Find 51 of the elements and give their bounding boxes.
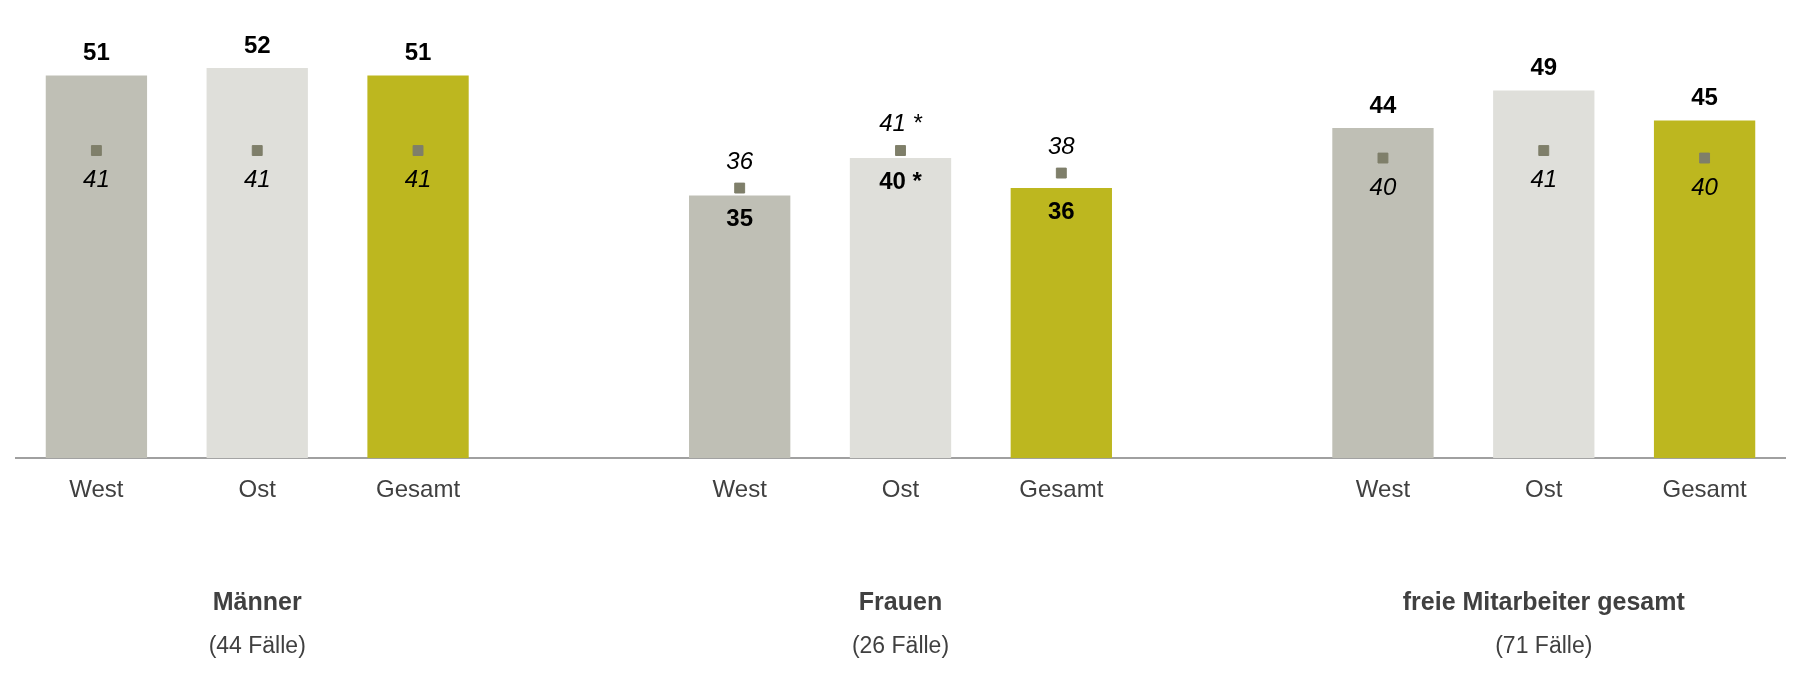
- x-tick-label: Ost: [881, 475, 920, 503]
- data-label: 40: [1369, 172, 1397, 200]
- x-tick-label: Ost: [1525, 475, 1563, 503]
- x-tick-label: Gesamt: [376, 475, 461, 503]
- bar: [849, 158, 952, 459]
- data-label: 36: [1047, 196, 1075, 224]
- data-label: 51: [404, 38, 432, 66]
- x-tick-label: Ost: [238, 475, 277, 503]
- data-label: 40 *: [879, 166, 923, 194]
- point: [1377, 152, 1389, 164]
- point: [90, 145, 102, 156]
- text: (26 Fälle): [851, 631, 950, 658]
- text: (44 Fälle): [208, 631, 306, 658]
- bar: [689, 195, 791, 459]
- text: (71 Fälle): [1495, 631, 1593, 658]
- data-label: 41: [83, 165, 110, 193]
- point: [251, 145, 263, 156]
- text: freie Mitarbeiter gesamt: [1402, 587, 1686, 616]
- data-label: 41 *: [879, 109, 923, 137]
- point: [895, 145, 906, 156]
- data-label: 38: [1047, 131, 1076, 159]
- point: [1538, 145, 1550, 156]
- data-label: 35: [726, 204, 754, 232]
- bar: [367, 75, 469, 459]
- data-label: 45: [1691, 83, 1718, 111]
- bar: [1493, 90, 1595, 459]
- data-label: 41: [243, 165, 271, 193]
- x-tick-label: Gesamt: [1019, 475, 1104, 503]
- bar: [45, 75, 148, 459]
- data-label: 40: [1691, 172, 1719, 200]
- bar: [1010, 188, 1112, 459]
- text: Frauen: [858, 587, 943, 616]
- text: Männer: [212, 587, 302, 616]
- x-tick-label: West: [712, 475, 768, 503]
- bar: [206, 68, 308, 459]
- x-tick-label: Gesamt: [1662, 475, 1747, 503]
- x-tick-label: West: [1355, 475, 1411, 503]
- data-label: 52: [243, 30, 271, 58]
- point: [1055, 167, 1067, 179]
- data-label: 49: [1530, 53, 1558, 81]
- x-tick-label: West: [69, 475, 124, 503]
- point: [734, 182, 746, 194]
- data-label: 44: [1369, 90, 1397, 118]
- point: [412, 145, 424, 156]
- data-label: 41: [404, 165, 432, 193]
- data-label: 41: [1530, 165, 1558, 193]
- data-label: 51: [83, 38, 110, 66]
- data-label: 36: [726, 146, 754, 174]
- point: [1699, 152, 1711, 164]
- bar: [1332, 128, 1434, 459]
- bar: [1653, 120, 1756, 459]
